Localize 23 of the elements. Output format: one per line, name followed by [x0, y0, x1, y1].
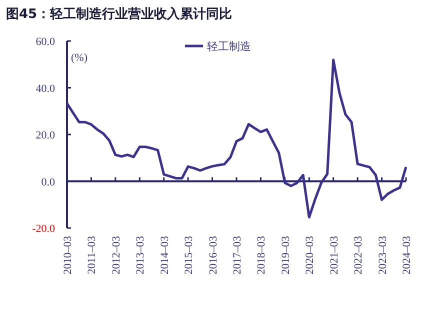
x-tick-label: 2017–03: [232, 236, 244, 274]
y-tick-label: 0.0: [41, 176, 56, 188]
y-tick-label: -20.0: [32, 223, 56, 235]
x-tick-label: 2021–03: [328, 236, 340, 274]
x-tick-label: 2024–03: [401, 236, 413, 274]
x-tick-label: 2010–03: [62, 236, 74, 274]
x-tick-label: 2019–03: [280, 236, 292, 274]
x-tick-label: 2016–03: [207, 236, 220, 274]
chart-title: 图45：轻工制造行业营业收入累计同比: [6, 6, 232, 22]
legend-label: 轻工制造: [207, 40, 251, 53]
x-tick-label: 2018–03: [256, 236, 268, 274]
y-tick-label: 40.0: [36, 82, 56, 95]
x-tick-label: 2013–03: [134, 236, 147, 274]
x-tick-label: 2012–03: [110, 236, 122, 274]
y-tick-label: 20.0: [36, 130, 56, 142]
x-tick-label: 2015–03: [183, 236, 196, 274]
x-tick-label: 2020–03: [304, 236, 316, 274]
x-tick-label: 2011–03: [86, 236, 98, 274]
y-axis-title: (%): [71, 52, 88, 64]
x-tick-label: 2023–03: [376, 236, 389, 274]
x-tick-label: 2014–03: [158, 236, 171, 274]
x-tick-label: 2022–03: [352, 236, 365, 274]
y-tick-label: 60.0: [36, 36, 56, 48]
